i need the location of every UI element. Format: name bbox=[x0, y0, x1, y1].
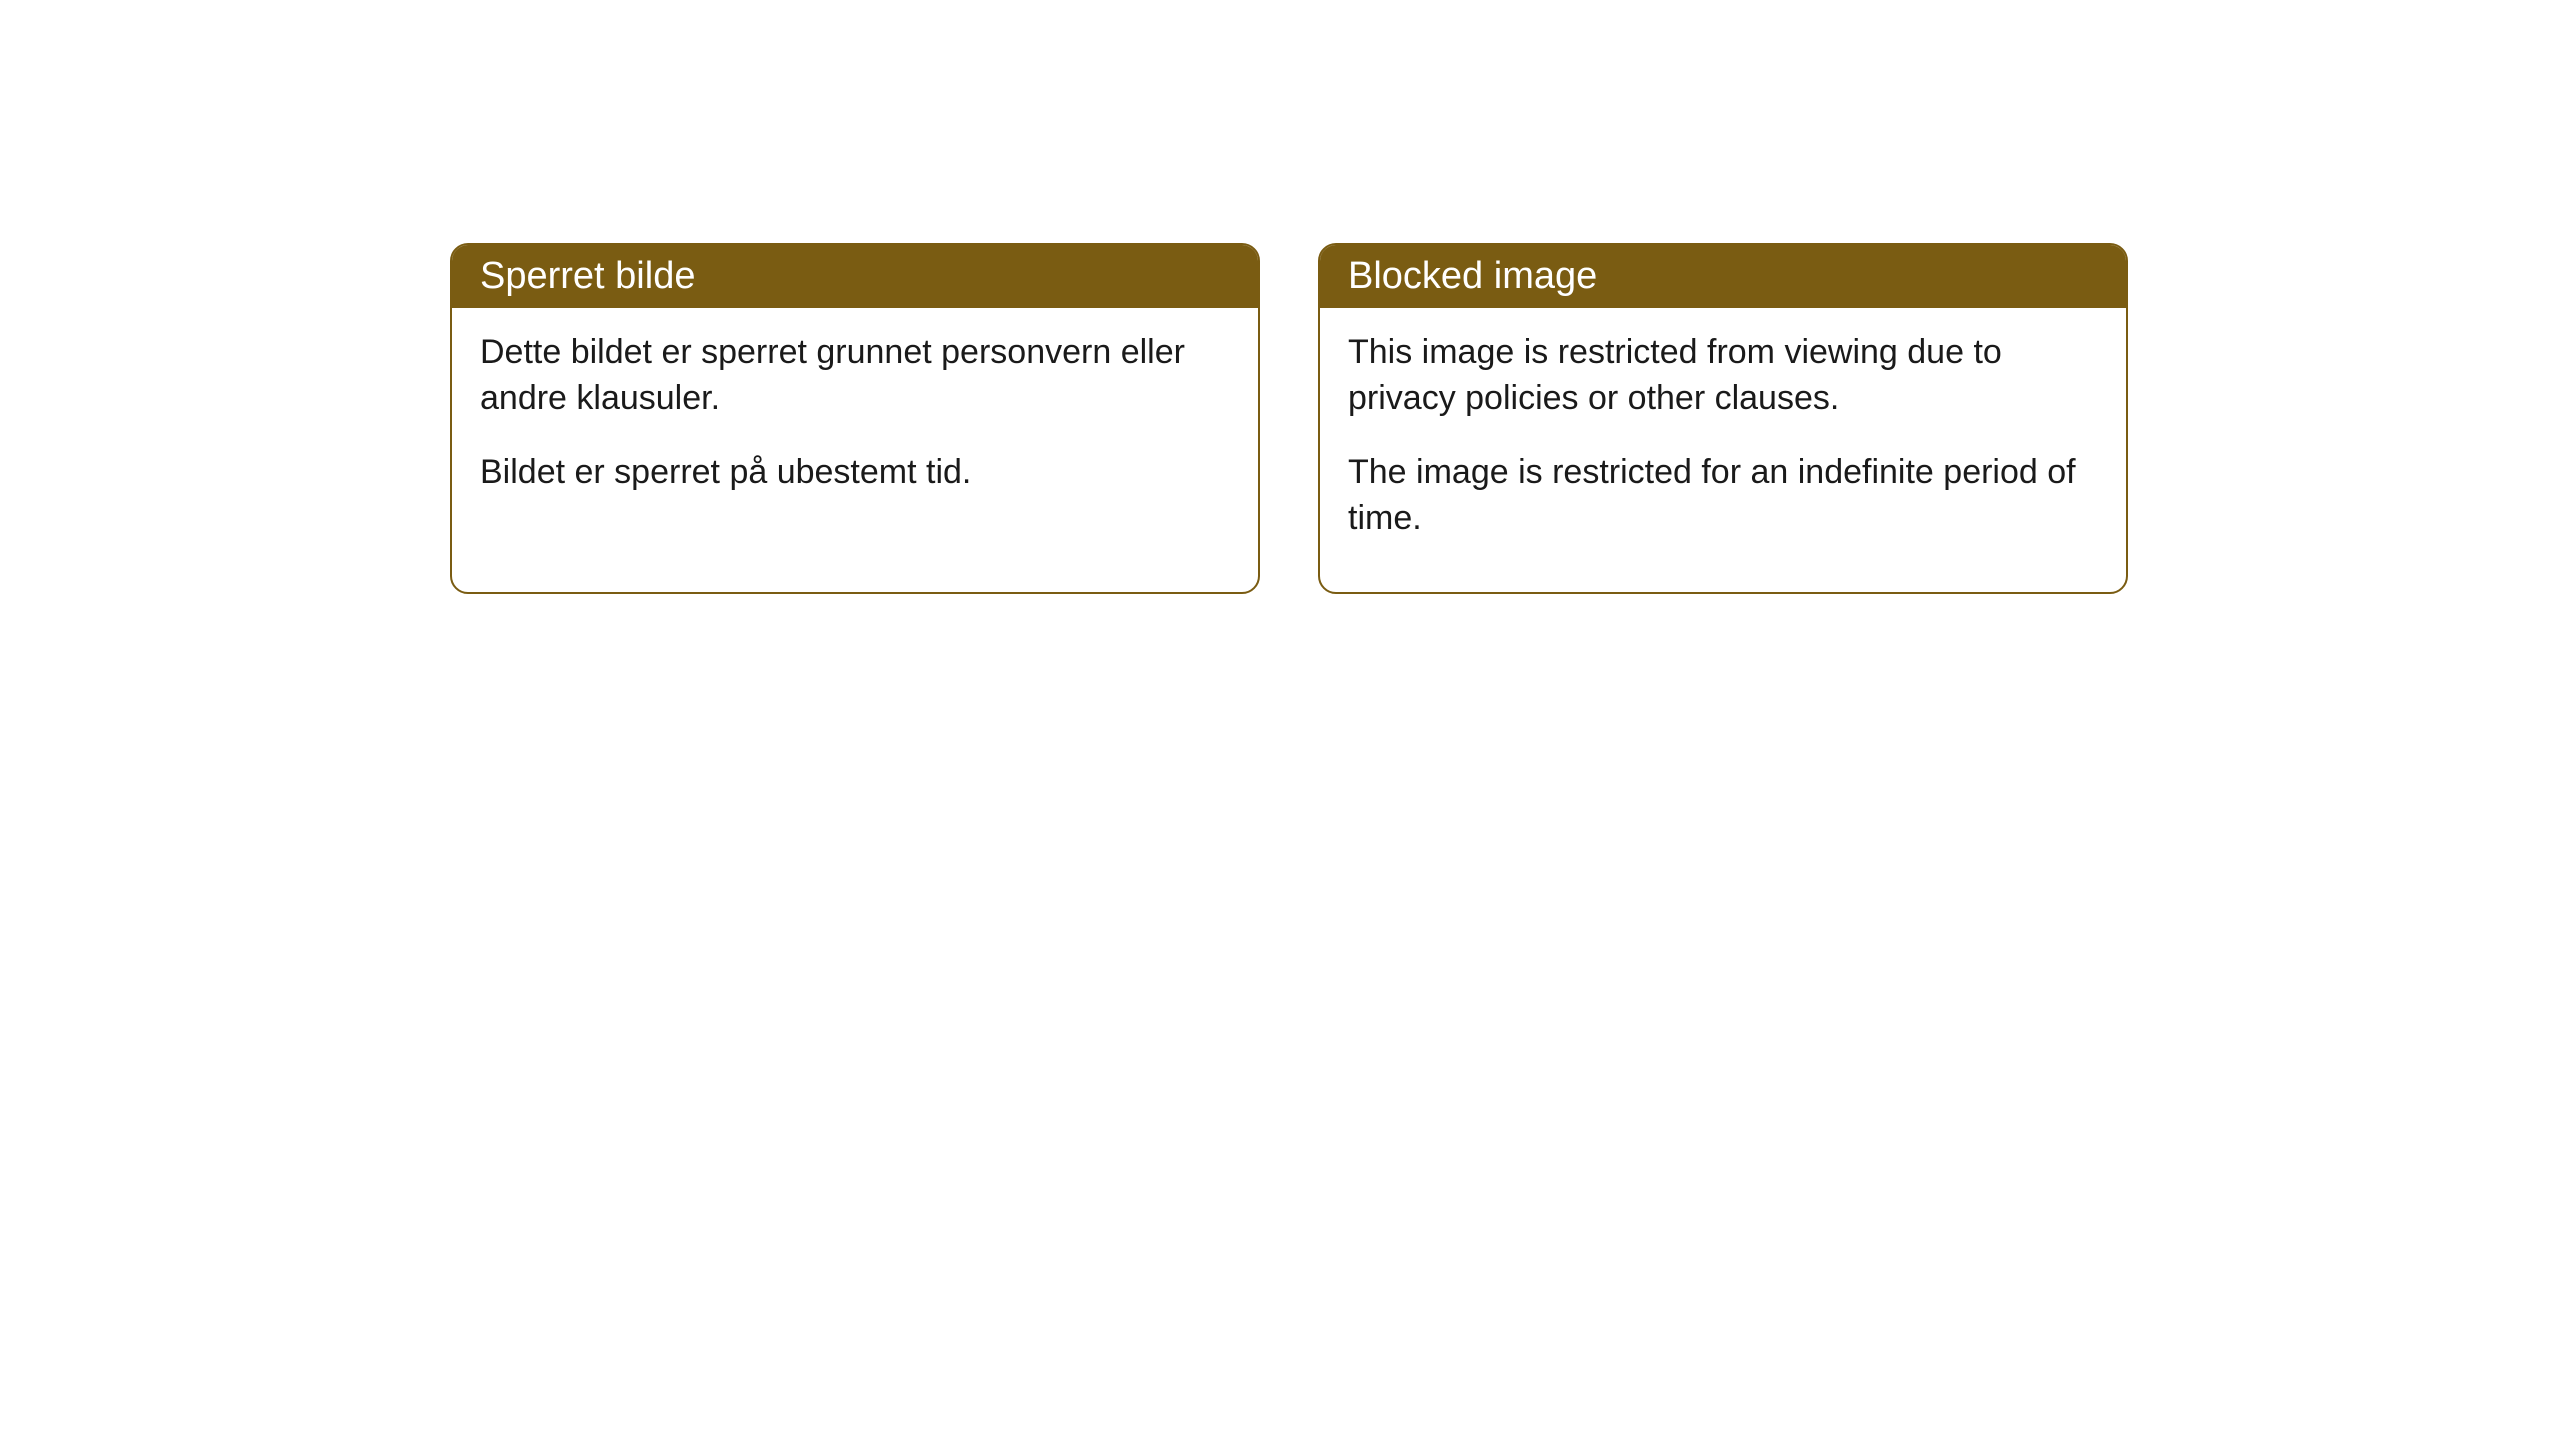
card-paragraph: Bildet er sperret på ubestemt tid. bbox=[480, 450, 1230, 496]
card-paragraph: The image is restricted for an indefinit… bbox=[1348, 450, 2098, 542]
card-title: Blocked image bbox=[1348, 255, 1597, 297]
notice-container: Sperret bilde Dette bildet er sperret gr… bbox=[450, 243, 2128, 594]
notice-card-norwegian: Sperret bilde Dette bildet er sperret gr… bbox=[450, 243, 1260, 594]
card-header: Blocked image bbox=[1320, 245, 2126, 308]
notice-card-english: Blocked image This image is restricted f… bbox=[1318, 243, 2128, 594]
card-title: Sperret bilde bbox=[480, 255, 695, 297]
card-body: Dette bildet er sperret grunnet personve… bbox=[452, 308, 1258, 546]
card-paragraph: Dette bildet er sperret grunnet personve… bbox=[480, 330, 1230, 422]
card-header: Sperret bilde bbox=[452, 245, 1258, 308]
card-paragraph: This image is restricted from viewing du… bbox=[1348, 330, 2098, 422]
card-body: This image is restricted from viewing du… bbox=[1320, 308, 2126, 592]
